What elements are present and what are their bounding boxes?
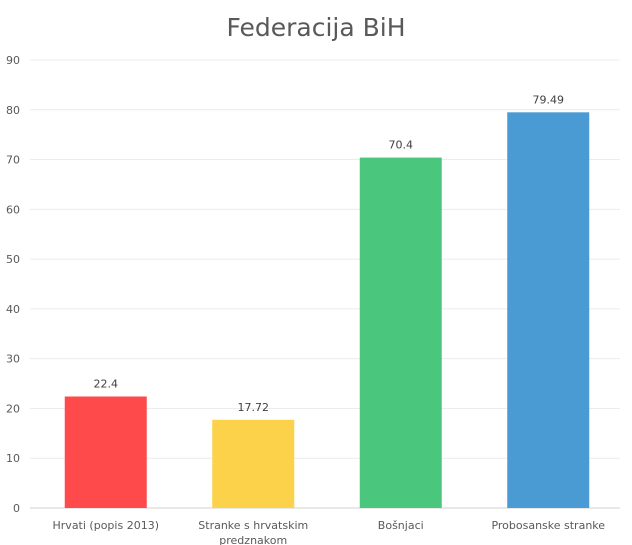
category-labels: Hrvati (popis 2013) Stranke s hrvatskim pr… [53,519,606,545]
bar [212,419,295,508]
category-label: Bošnjaci [378,519,424,532]
chart-title: Federacija BiH [226,13,405,42]
y-tick-label: 70 [6,154,20,167]
bar [507,112,590,509]
bars [64,112,590,509]
category-label: Stranke s hrvatskim predznakom [198,519,308,545]
bar [359,157,442,508]
y-tick-label: 20 [6,402,20,415]
category-label: Probosanske stranke [491,519,605,532]
y-tick-label: 0 [13,502,20,515]
data-label: 70.4 [389,139,414,152]
data-label: 22.4 [94,377,119,390]
data-label: 79.49 [533,93,565,106]
y-tick-label: 80 [6,104,20,117]
category-label: Hrvati (popis 2013) [53,519,159,532]
y-tick-label: 10 [6,452,20,465]
y-axis-ticks: 0 10 20 30 40 50 60 70 80 90 [6,54,20,515]
y-tick-label: 90 [6,54,20,67]
y-tick-label: 40 [6,303,20,316]
y-tick-label: 60 [6,203,20,216]
data-label: 17.72 [238,401,270,414]
y-tick-label: 30 [6,353,20,366]
bar [64,396,147,508]
data-labels: 22.4 17.72 70.4 79.49 [94,93,565,413]
y-tick-label: 50 [6,253,20,266]
